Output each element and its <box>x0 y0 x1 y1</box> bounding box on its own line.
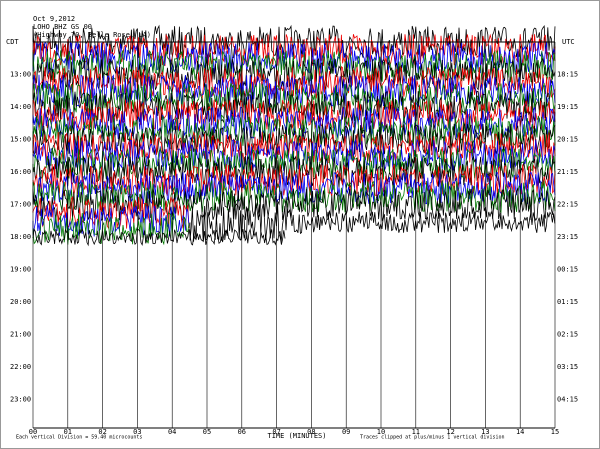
station: LOHO BHZ GS 00 <box>33 23 92 31</box>
left-time-label: 14:00 <box>10 103 31 111</box>
trace <box>32 196 190 230</box>
left-time-label: 18:00 <box>10 233 31 241</box>
traces <box>32 24 556 247</box>
right-time-label: 18:15 <box>557 71 578 79</box>
footer-right: Traces clipped at plus/minus 1 vertical … <box>360 435 505 441</box>
x-tick-label: 05 <box>203 428 211 436</box>
right-time-label: 02:15 <box>557 331 578 339</box>
x-tick-label: 00 <box>29 428 37 436</box>
x-tick-label: 12 <box>446 428 454 436</box>
left-time-label: 13:00 <box>10 71 31 79</box>
right-time-label: 19:15 <box>557 103 578 111</box>
right-time-label: 21:15 <box>557 168 578 176</box>
trace <box>32 212 190 246</box>
date: Oct 9,2012 <box>33 15 75 23</box>
trace <box>32 171 556 205</box>
left-time-label: 20:00 <box>10 298 31 306</box>
x-tick-label: 15 <box>551 428 559 436</box>
trace <box>32 65 556 101</box>
x-tick-label: 14 <box>516 428 524 436</box>
left-axis-title: CDT <box>6 38 19 46</box>
left-time-label: 15:00 <box>10 136 31 144</box>
trace <box>32 146 556 182</box>
right-time-label: 03:15 <box>557 363 578 371</box>
x-tick-label: 10 <box>377 428 385 436</box>
left-time-label: 17:00 <box>10 201 31 209</box>
trace <box>32 123 556 157</box>
location: (Highway 70, Belle Rose, LA) <box>33 31 151 39</box>
left-time-label: 19:00 <box>10 266 31 274</box>
trace <box>32 187 556 222</box>
x-tick-label: 03 <box>133 428 141 436</box>
right-axis-title: UTC <box>562 38 575 46</box>
x-tick-label: 11 <box>412 428 420 436</box>
left-time-label: 23:00 <box>10 396 31 404</box>
trace <box>32 227 286 247</box>
x-tick-label: 01 <box>64 428 72 436</box>
x-tick-label: 09 <box>342 428 350 436</box>
x-tick-label: 02 <box>98 428 106 436</box>
right-time-label: 04:15 <box>557 396 578 404</box>
x-tick-label: 13 <box>481 428 489 436</box>
left-time-label: 16:00 <box>10 168 31 176</box>
x-tick-label: 08 <box>307 428 315 436</box>
x-axis-label: TIME (MINUTES) <box>267 432 326 440</box>
right-time-label: 01:15 <box>557 298 578 306</box>
right-time-label: 20:15 <box>557 136 578 144</box>
x-tick-label: 06 <box>238 428 246 436</box>
right-time-label: 22:15 <box>557 201 578 209</box>
trace <box>32 82 556 116</box>
left-time-label: 21:00 <box>10 331 31 339</box>
left-time-label: 22:00 <box>10 363 31 371</box>
right-time-label: 00:15 <box>557 266 578 274</box>
trace <box>32 204 190 237</box>
x-tick-label: 07 <box>272 428 280 436</box>
right-time-label: 23:15 <box>557 233 578 241</box>
x-tick-label: 04 <box>168 428 176 436</box>
trace <box>189 202 556 243</box>
footer-left: Each vertical Division = 59.40 microcoun… <box>16 435 142 441</box>
